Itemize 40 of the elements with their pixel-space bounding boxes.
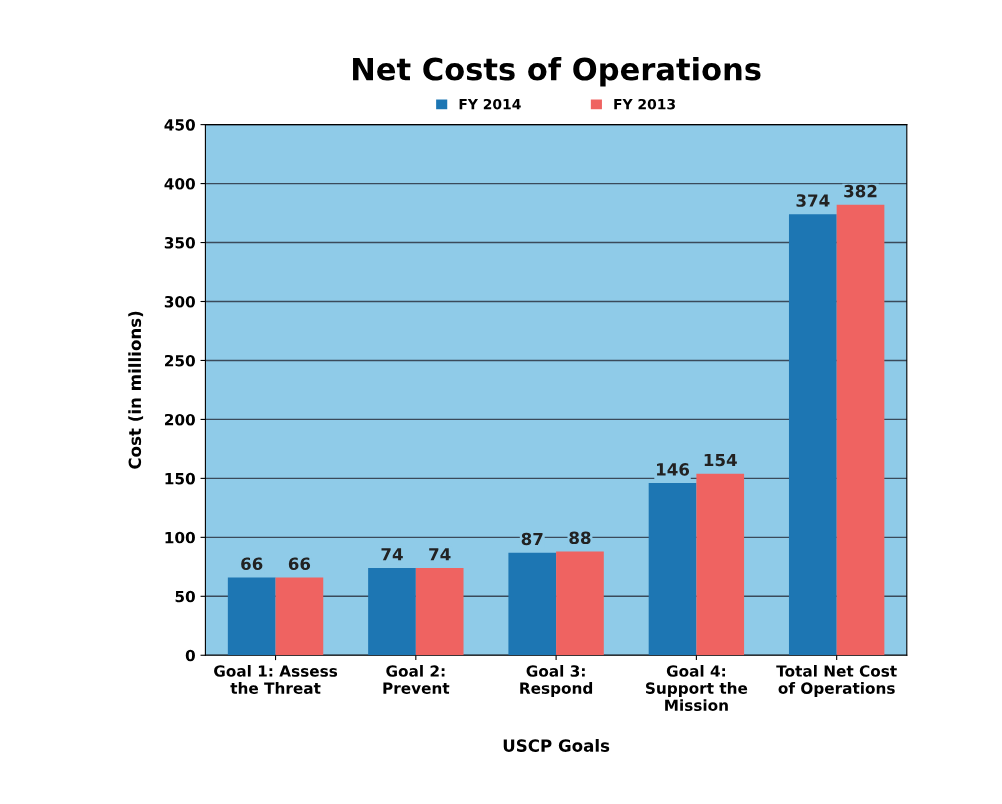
y-tick-label: 200 — [165, 413, 195, 426]
data-label: 154 — [704, 453, 737, 467]
bar — [275, 577, 324, 656]
x-tick-label: Goal 2: Prevent — [383, 664, 450, 694]
bar — [556, 551, 604, 656]
legend-label: FY 2013 — [614, 98, 675, 110]
data-label: 74 — [429, 548, 451, 561]
data-label: 88 — [569, 531, 591, 545]
y-axis-title: Cost (in millions) — [128, 311, 144, 469]
y-tick-label: 100 — [165, 531, 195, 544]
data-label: 66 — [288, 557, 311, 571]
data-label: 146 — [657, 463, 690, 476]
x-tick-label: Total Net Cost of Operations — [776, 664, 897, 697]
y-tick-label: 250 — [165, 354, 195, 367]
bar — [648, 483, 697, 656]
legend-label: FY 2014 — [459, 98, 521, 110]
x-tick-label: Goal 1: Assess the Threat — [214, 664, 338, 694]
bar — [508, 552, 557, 656]
y-tick-label: 450 — [164, 119, 195, 131]
bar — [368, 568, 416, 656]
x-tick-label: Goal 3: Respond — [520, 664, 593, 697]
x-tick-label: Goal 4: Support the Mission — [646, 664, 748, 712]
x-axis-title: USCP Goals — [503, 738, 610, 752]
y-tick-label: 50 — [175, 590, 195, 603]
bar — [227, 577, 276, 656]
bar — [415, 568, 464, 656]
data-label: 374 — [796, 194, 830, 207]
bar — [836, 204, 885, 656]
chart-title: Net Costs of Operations — [353, 56, 761, 87]
data-label: 382 — [844, 184, 877, 198]
bar — [788, 214, 837, 656]
data-label: 74 — [381, 548, 403, 561]
y-tick-label: 300 — [164, 295, 195, 308]
y-tick-label: 0 — [185, 649, 195, 662]
y-tick-label: 400 — [164, 178, 195, 190]
data-label: 87 — [521, 532, 543, 546]
y-tick-label: 150 — [165, 472, 195, 485]
bar — [696, 473, 745, 656]
data-label: 66 — [241, 557, 263, 571]
y-tick-label: 350 — [164, 237, 195, 249]
